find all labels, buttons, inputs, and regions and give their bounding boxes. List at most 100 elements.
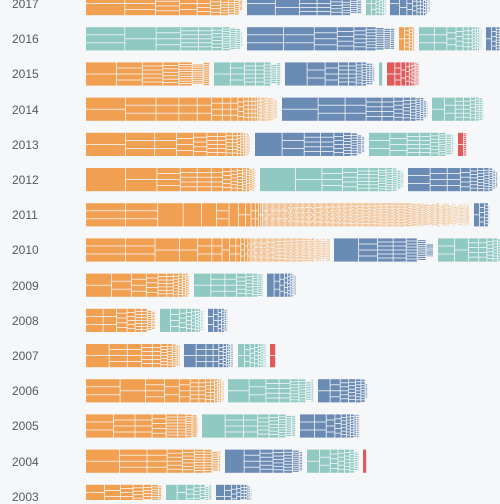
block-cell (300, 250, 301, 252)
block-cell (405, 27, 409, 30)
segment-orange (86, 344, 180, 367)
block-cell (356, 219, 357, 222)
block-cell (195, 463, 204, 465)
block-cell (366, 102, 381, 106)
block-cell (305, 222, 306, 226)
block-cell (283, 149, 304, 156)
block-cell (449, 210, 450, 211)
block-cell (252, 118, 254, 121)
block-cell (245, 62, 255, 65)
block-cell (426, 13, 427, 14)
block-cell (192, 417, 196, 418)
block-cell (452, 209, 453, 210)
block-cell (280, 286, 284, 291)
block-cell (400, 8, 406, 15)
block-cell (458, 133, 463, 144)
block-cell (276, 112, 277, 113)
block-cell (237, 493, 240, 496)
block-cell (319, 98, 345, 105)
block-cell (197, 423, 198, 424)
block-cell (335, 223, 336, 226)
block-cell (230, 46, 235, 47)
block-cell (395, 214, 396, 216)
block-cell (312, 250, 313, 252)
block-cell (440, 213, 441, 214)
block-cell (435, 218, 436, 219)
block-cell (324, 255, 325, 256)
block-cell (296, 218, 297, 222)
block-cell (238, 356, 244, 367)
block-cell (256, 253, 257, 257)
block-cell (261, 111, 262, 114)
block-cell (386, 178, 392, 180)
block-cell (212, 168, 222, 172)
block-cell (464, 211, 465, 212)
block-cell (478, 183, 483, 185)
block-cell (240, 6, 243, 7)
block-cell (401, 173, 403, 174)
block-cell (270, 112, 271, 113)
block-cell (288, 208, 289, 212)
block-cell (316, 251, 317, 252)
block-cell (245, 450, 260, 455)
block-cell (117, 314, 127, 318)
block-cell (196, 324, 198, 326)
block-cell (293, 279, 294, 280)
block-cell (440, 223, 441, 224)
block-cell (352, 215, 353, 217)
block-cell (315, 215, 316, 218)
block-cell (153, 429, 166, 433)
block-cell (231, 352, 232, 353)
block-cell (304, 246, 305, 248)
block-cell (211, 9, 220, 12)
block-cell (194, 488, 199, 491)
block-cell (434, 221, 435, 222)
block-cell (432, 204, 433, 205)
block-cell (230, 43, 235, 44)
block-cell (481, 36, 482, 37)
block-cell (410, 203, 411, 205)
block-cell (112, 274, 131, 281)
block-cell (280, 238, 281, 241)
block-cell (264, 361, 265, 363)
block-cell (201, 313, 202, 314)
block-cell (279, 384, 289, 388)
block-cell (86, 43, 124, 50)
block-cell (248, 256, 249, 261)
block-cell (267, 119, 268, 121)
block-cell (196, 327, 198, 329)
block-cell (458, 145, 463, 156)
block-cell (344, 142, 351, 144)
block-cell (485, 224, 488, 226)
block-cell (271, 65, 276, 66)
block-cell (318, 247, 319, 248)
block-cell (341, 223, 342, 226)
block-cell (258, 291, 261, 292)
block-cell (413, 209, 414, 210)
block-cell (358, 171, 369, 174)
block-cell (304, 255, 305, 257)
block-cell (261, 365, 262, 367)
block-cell (382, 225, 383, 227)
block-cell (335, 419, 341, 423)
block-cell (444, 220, 445, 222)
block-cell (473, 46, 475, 48)
block-cell (391, 29, 394, 30)
block-cell (461, 211, 462, 212)
block-cell (241, 40, 242, 41)
block-cell (197, 344, 206, 349)
block-cell (347, 432, 350, 434)
block-cell (204, 455, 211, 457)
block-cell (204, 74, 210, 75)
block-cell (336, 217, 337, 220)
block-cell (326, 62, 339, 67)
block-cell (385, 4, 386, 5)
block-cell (431, 147, 439, 150)
block-cell (223, 381, 224, 382)
block-cell (126, 106, 156, 113)
block-cell (376, 32, 383, 33)
block-cell (241, 256, 244, 261)
block-cell (293, 463, 299, 464)
block-cell (362, 146, 364, 147)
block-cell (267, 105, 268, 107)
